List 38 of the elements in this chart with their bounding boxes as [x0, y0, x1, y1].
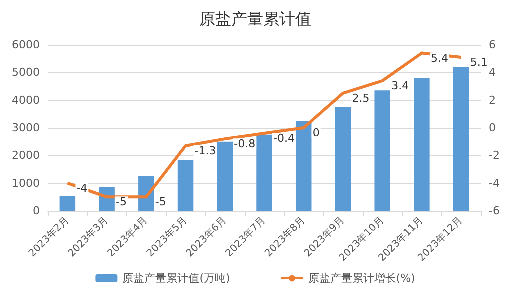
- y-tick-label: 2000: [12, 149, 40, 162]
- data-label: -0.8: [234, 138, 256, 151]
- y-tick-label: 1000: [12, 176, 40, 190]
- data-label: -0.4: [274, 132, 295, 146]
- y-tick-label: 6000: [12, 38, 40, 52]
- y2-tick-label: -4: [489, 176, 500, 190]
- bar: [256, 134, 272, 211]
- bar: [60, 196, 76, 211]
- y-tick-label: 3000: [12, 122, 40, 134]
- y2-tick-label: -2: [489, 149, 500, 162]
- y-tick-label: 4000: [12, 94, 40, 107]
- data-label: -1.3: [194, 144, 216, 158]
- data-label: 5.1: [470, 56, 488, 69]
- line-series: [66, 52, 463, 199]
- bar: [374, 90, 390, 211]
- data-label: 2.5: [352, 92, 370, 105]
- bar: [217, 142, 234, 211]
- bar: [296, 121, 312, 211]
- y2-tick-label: 4: [489, 66, 496, 80]
- bar: [178, 160, 194, 211]
- data-label: 5.4: [430, 52, 448, 65]
- chart-title: 原盐产量累计值: [200, 10, 312, 28]
- y2-tick-label: 0: [489, 122, 496, 134]
- y2-tick-label: 2: [489, 94, 496, 107]
- bar: [414, 78, 430, 211]
- y2-tick-label: -6: [489, 204, 500, 218]
- data-label: 3.4: [392, 79, 410, 92]
- bar: [335, 108, 352, 211]
- data-label: -4: [76, 182, 88, 195]
- legend-label: 原盐产量累计值(万吨): [122, 272, 230, 285]
- bar: [453, 67, 470, 211]
- y-tick-label: 5000: [12, 66, 40, 80]
- y-tick-label: 0: [33, 204, 40, 218]
- data-label: 0: [312, 126, 320, 140]
- data-label: -5: [116, 196, 128, 209]
- y2-tick-label: 6: [489, 38, 496, 52]
- data-label: -5: [155, 196, 166, 209]
- legend-label: 原盐产量累计增长(%): [308, 272, 416, 285]
